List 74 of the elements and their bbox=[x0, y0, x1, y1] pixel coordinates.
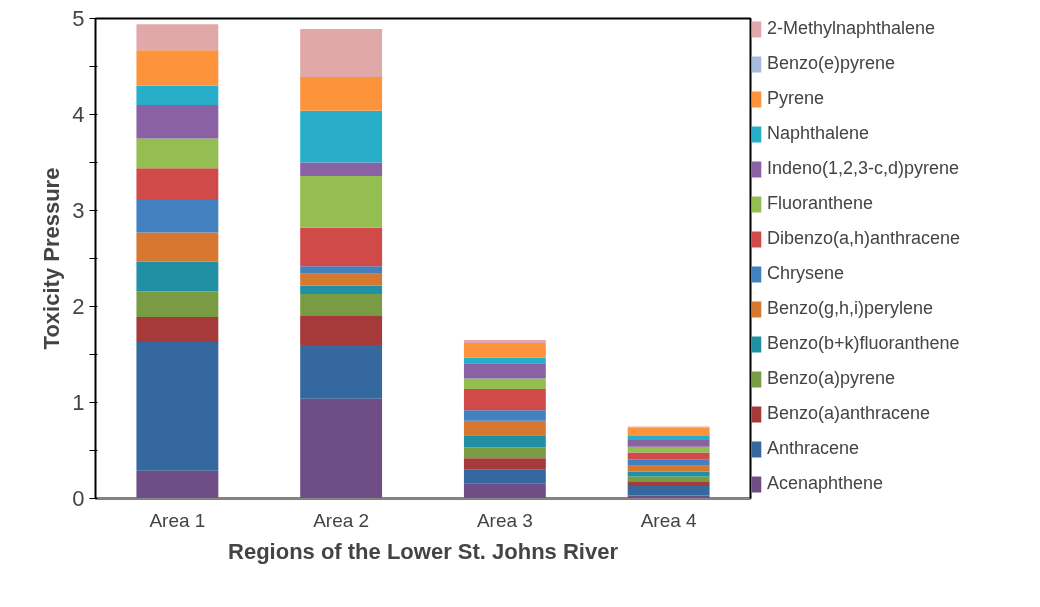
legend-label: Benzo(b+k)fluoranthene bbox=[767, 333, 960, 354]
bar bbox=[136, 470, 219, 499]
bar bbox=[136, 104, 219, 139]
bar bbox=[463, 483, 546, 499]
bar bbox=[463, 342, 546, 358]
bar bbox=[136, 232, 219, 262]
bar bbox=[136, 85, 219, 105]
legend-label: 2-Methylnaphthalene bbox=[767, 18, 936, 39]
y-axis-title: Toxicity Pressure bbox=[39, 167, 65, 350]
bar bbox=[463, 410, 546, 421]
bar bbox=[627, 427, 710, 437]
bar bbox=[300, 175, 383, 228]
bar bbox=[300, 227, 383, 267]
bar bbox=[300, 344, 383, 399]
bar bbox=[627, 486, 710, 496]
bar bbox=[627, 439, 710, 447]
legend-label: Indeno(1,2,3-c,d)pyrene bbox=[767, 158, 960, 179]
y-tick-label: 0 bbox=[72, 486, 85, 511]
bar bbox=[463, 340, 546, 343]
bar bbox=[463, 469, 546, 484]
x-tick-label: Area 1 bbox=[149, 509, 206, 531]
bar bbox=[136, 291, 219, 318]
y-tick-label: 5 bbox=[72, 6, 85, 31]
bar bbox=[463, 363, 546, 379]
bar bbox=[463, 420, 546, 436]
y-tick-label: 3 bbox=[72, 198, 85, 223]
x-tick-label: Area 3 bbox=[476, 509, 533, 531]
bar bbox=[136, 50, 219, 86]
bar bbox=[300, 162, 383, 176]
bar bbox=[463, 357, 546, 364]
bar bbox=[300, 266, 383, 274]
y-tick-label: 1 bbox=[72, 390, 85, 415]
bar bbox=[300, 294, 383, 316]
x-tick-label: Area 2 bbox=[313, 509, 370, 531]
bar bbox=[627, 465, 710, 472]
bar bbox=[463, 458, 546, 470]
bar bbox=[300, 110, 383, 163]
bar bbox=[300, 398, 383, 499]
bar bbox=[300, 315, 383, 345]
legend-label: Benzo(a)anthracene bbox=[767, 403, 931, 424]
legend-label: Benzo(g,h,i)perylene bbox=[767, 298, 934, 319]
legend-label: Acenaphthene bbox=[767, 473, 884, 494]
x-axis-title: Regions of the Lower St. Johns River bbox=[228, 538, 619, 564]
bar bbox=[627, 481, 710, 487]
y-tick-label: 2 bbox=[72, 294, 85, 319]
legend-label: Naphthalene bbox=[767, 123, 870, 144]
legend-label: Fluoranthene bbox=[767, 193, 874, 214]
bar bbox=[627, 459, 710, 466]
bar bbox=[463, 378, 546, 390]
bar bbox=[136, 138, 219, 169]
bar bbox=[463, 389, 546, 411]
bar bbox=[136, 168, 219, 200]
x-tick-label: Area 4 bbox=[640, 509, 698, 531]
bar bbox=[463, 447, 546, 459]
bar bbox=[136, 199, 219, 233]
bar bbox=[627, 452, 710, 460]
legend-label: Anthracene bbox=[767, 438, 860, 459]
bar bbox=[300, 285, 383, 295]
bar bbox=[136, 261, 219, 292]
bar bbox=[136, 317, 219, 343]
legend-label: Dibenzo(a,h)anthracene bbox=[767, 228, 961, 249]
bar bbox=[300, 29, 383, 78]
bar bbox=[136, 24, 219, 51]
bar bbox=[627, 476, 710, 482]
y-tick-label: 4 bbox=[72, 102, 85, 127]
legend-label: Pyrene bbox=[767, 88, 825, 109]
legend-label: Chrysene bbox=[767, 263, 845, 284]
bar bbox=[463, 435, 546, 448]
bar bbox=[136, 342, 219, 471]
legend-label: Benzo(e)pyrene bbox=[767, 53, 896, 74]
bar bbox=[300, 77, 383, 111]
legend-label: Benzo(a)pyrene bbox=[767, 368, 896, 389]
bar bbox=[627, 436, 710, 440]
bar bbox=[300, 273, 383, 286]
